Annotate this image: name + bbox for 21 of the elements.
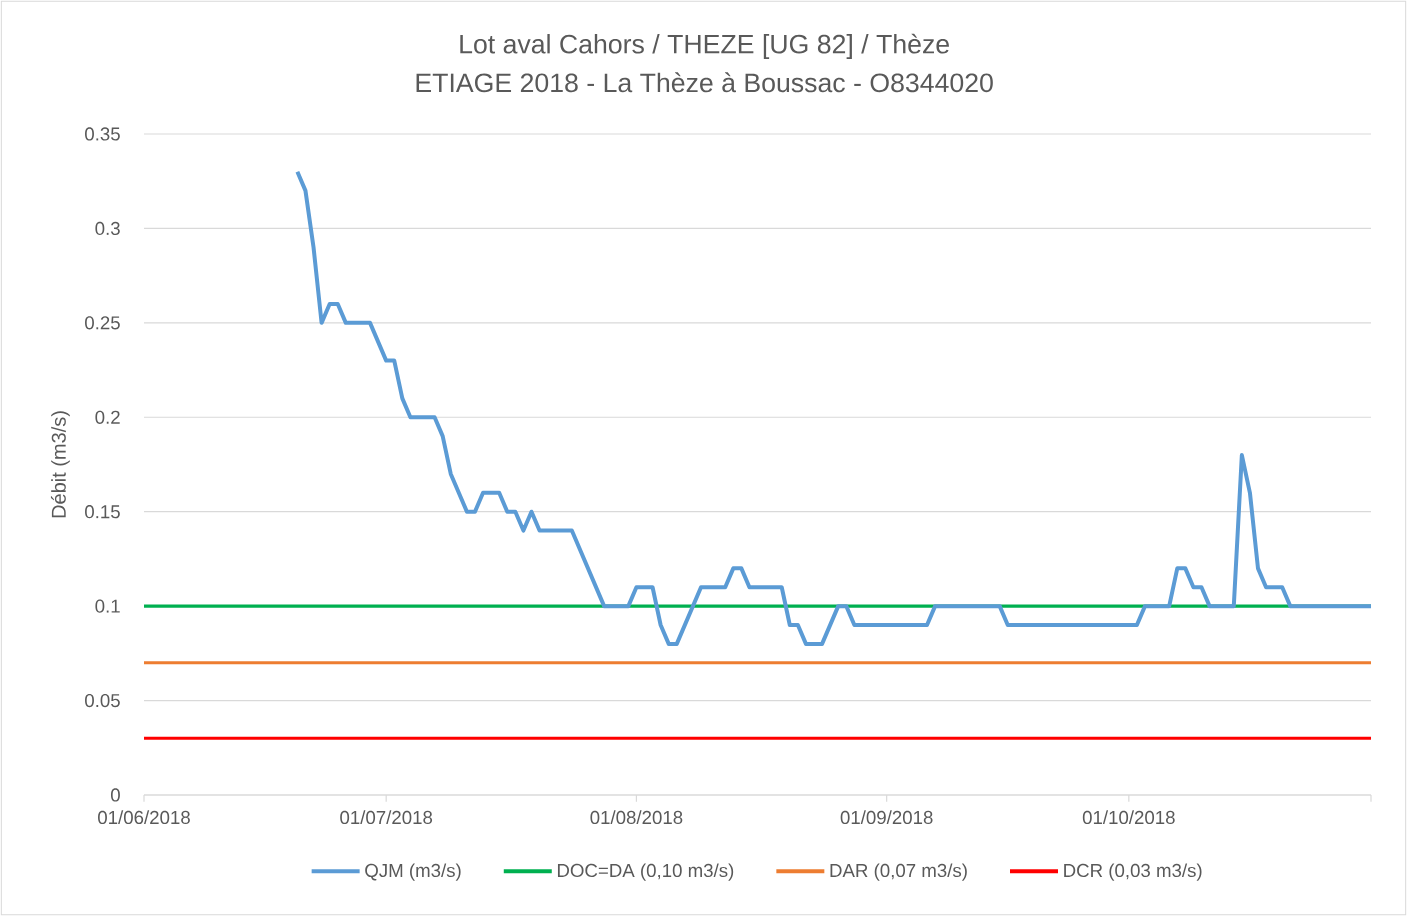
y-tick-label: 0.05	[85, 693, 120, 708]
chart-title: Lot aval Cahors / THEZE [UG 82] / Thèze	[460, 33, 949, 59]
y-tick-label: 0.25	[85, 316, 120, 330]
x-tick-label: 01/07/2018	[340, 810, 433, 825]
line-series	[295, 169, 1374, 646]
x-tick-label: 01/09/2018	[840, 810, 933, 825]
legend-label: DAR (0,07 m3/s)	[830, 863, 967, 881]
y-axis-title: Débit (m3/s)	[50, 411, 70, 518]
y-tick-label: 0.3	[95, 221, 120, 236]
chart-subtitle: ETIAGE 2018 - La Thèze à Boussac - O8344020	[416, 72, 993, 93]
y-tick-label: 0.15	[85, 505, 120, 519]
x-tick-label: 01/06/2018	[98, 810, 190, 825]
x-tick-label: 01/08/2018	[590, 810, 683, 825]
legend-label: DCR (0,03 m3/s)	[1064, 863, 1202, 881]
x-tick-label: 01/10/2018	[1082, 810, 1175, 825]
y-tick-label: 0	[110, 788, 120, 802]
legend-label: DOC=DA (0,10 m3/s)	[557, 863, 734, 881]
y-tick-label: 0.1	[95, 599, 120, 613]
y-tick-label: 0.35	[85, 127, 120, 141]
legend-label: QJM (m3/s)	[365, 863, 461, 881]
y-tick-label: 0.2	[95, 410, 120, 424]
